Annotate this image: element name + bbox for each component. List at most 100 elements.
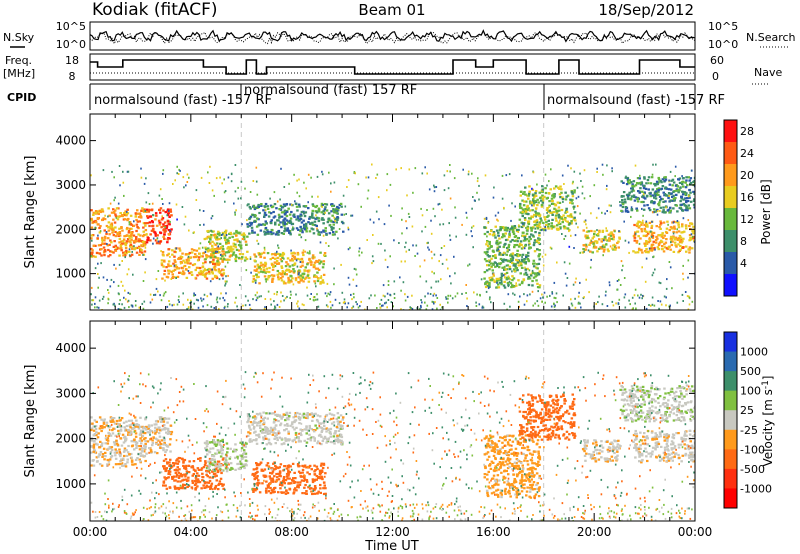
near-range-echo [252, 298, 254, 301]
echo-cell [284, 492, 288, 495]
echo-cell [104, 451, 107, 454]
scatter-echo [389, 183, 392, 186]
echo-cell [243, 466, 246, 470]
near-range-echo [536, 300, 539, 303]
echo-cell [290, 280, 293, 283]
echo-cell [92, 445, 96, 448]
scatter-echo [433, 186, 436, 189]
echo-cell [666, 220, 669, 223]
echo-cell [655, 225, 658, 228]
echo-cell [682, 185, 685, 188]
echo-cell [306, 471, 309, 474]
echo-cell [208, 465, 211, 468]
echo-cell [138, 245, 141, 248]
echo-cell [623, 201, 627, 204]
echo-cell [288, 213, 292, 216]
echo-cell [293, 255, 296, 258]
scatter-echo [372, 260, 375, 263]
echo-cell [150, 450, 153, 453]
echo-cell [279, 487, 282, 490]
near-range-echo [633, 294, 636, 297]
scatter-echo [216, 250, 219, 253]
echo-cell [289, 219, 292, 222]
near-range-echo [550, 305, 553, 308]
echo-cell [221, 458, 225, 461]
scatter-echo [225, 292, 227, 295]
echo-cell [204, 248, 208, 251]
echo-cell [335, 207, 338, 210]
near-range-echo [195, 298, 198, 301]
near-range-echo [171, 304, 174, 307]
scatter-echo [485, 218, 488, 220]
echo-cell [532, 259, 536, 262]
echo-cell [491, 249, 495, 253]
echo-cell [208, 240, 211, 243]
echo-cell [660, 239, 663, 242]
scatter-echo [140, 176, 143, 179]
echo-cell [204, 447, 207, 450]
scatter-echo [316, 227, 318, 230]
echo-cell [322, 263, 325, 266]
echo-cell [295, 426, 298, 429]
echo-cell [519, 240, 523, 243]
scatter-echo [199, 209, 201, 212]
echo-cell [227, 251, 230, 254]
echo-cell [340, 213, 344, 216]
scatter-echo [625, 175, 627, 178]
echo-cell [496, 234, 500, 237]
echo-cell [520, 243, 523, 247]
echo-cell [590, 229, 593, 233]
echo-cell [592, 241, 595, 244]
near-range-echo [449, 294, 452, 297]
echo-cell [233, 232, 236, 235]
echo-cell [685, 176, 688, 179]
echo-cell [121, 214, 124, 217]
echo-cell [263, 275, 267, 278]
echo-cell [522, 222, 526, 225]
echo-cell [635, 241, 639, 244]
echo-cell [551, 218, 554, 221]
scatter-echo [97, 306, 100, 309]
echo-cell [673, 199, 676, 202]
echo-cell [210, 482, 214, 485]
scatter-echo [630, 187, 632, 190]
echo-cell [166, 209, 169, 212]
echo-cell [661, 178, 665, 181]
echo-cell [310, 227, 313, 230]
scatter-echo [141, 302, 144, 305]
cpid-label: CPID [7, 91, 36, 104]
echo-cell [245, 243, 248, 246]
echo-cell [97, 244, 101, 247]
echo-cell [277, 491, 280, 494]
scatter-echo [506, 248, 509, 251]
scatter-echo [651, 173, 654, 176]
near-range-echo [427, 292, 429, 295]
echo-cell [205, 473, 208, 476]
echo-cell [521, 199, 524, 202]
echo-cell [283, 222, 287, 226]
echo-cell [496, 247, 499, 250]
echo-cell [322, 218, 325, 221]
echo-cell [681, 225, 684, 228]
near-range-echo [235, 296, 237, 299]
echo-cell [141, 207, 144, 210]
scatter-echo [157, 290, 159, 293]
scatter-echo [117, 202, 120, 205]
near-range-echo [326, 295, 328, 298]
echo-cell [662, 200, 665, 203]
scatter-echo [188, 229, 190, 232]
echo-cell [328, 232, 332, 235]
scatter-echo [544, 225, 546, 228]
echo-cell [215, 452, 218, 455]
echo-cell [644, 197, 647, 200]
echo-cell [282, 491, 286, 494]
echo-cell [647, 241, 651, 244]
scatter-echo [399, 276, 401, 279]
echo-cell [502, 245, 506, 249]
echo-cell [550, 227, 553, 230]
echo-cell [142, 243, 145, 246]
echo-cell [485, 280, 488, 284]
echo-cell [521, 210, 524, 214]
echo-cell [228, 457, 232, 460]
echo-cell [90, 428, 93, 432]
